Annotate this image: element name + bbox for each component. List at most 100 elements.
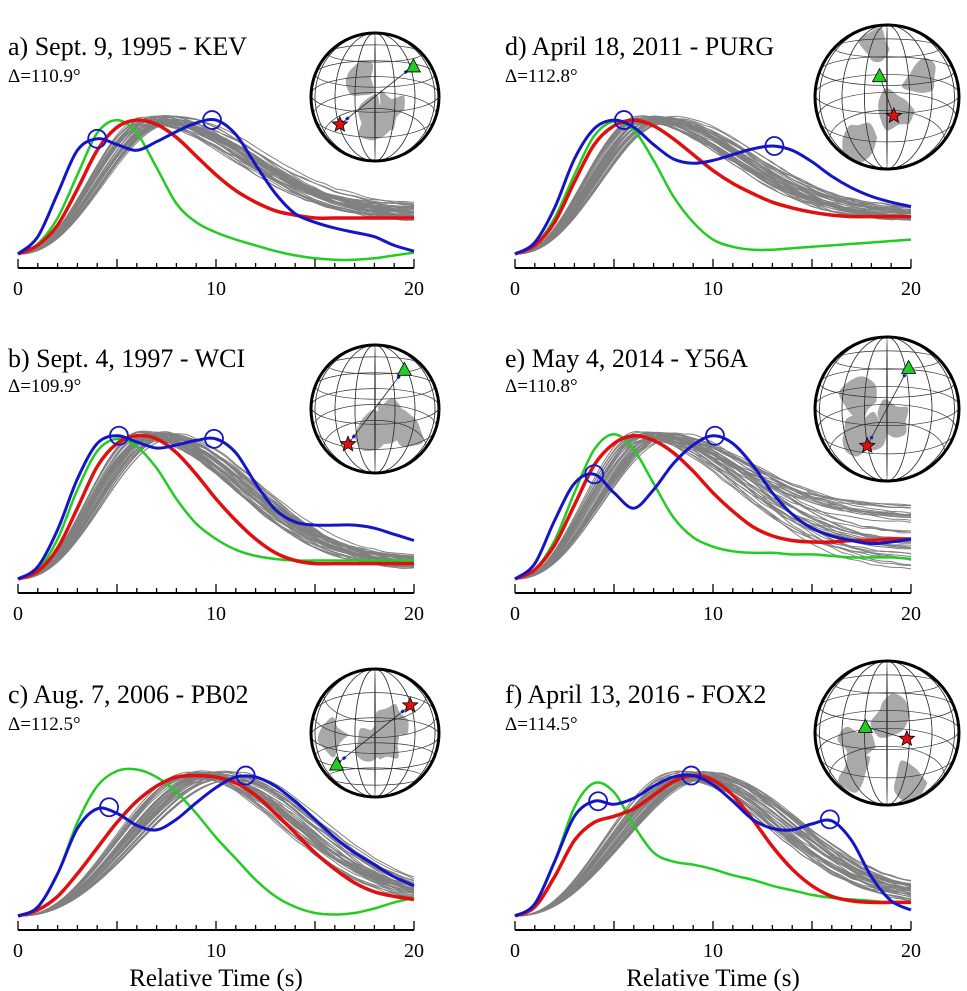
gray-ensemble	[514, 770, 912, 917]
gray-trace	[514, 116, 912, 255]
red-trace	[514, 773, 911, 918]
panel-a: a) Sept. 9, 1995 - KEV Δ=110.9° 0 10 20	[8, 31, 441, 300]
longitude-line	[354, 669, 396, 797]
x-tick-label: 10	[206, 278, 226, 300]
globe-outline	[813, 659, 961, 807]
globe-surface	[815, 337, 959, 481]
gray-trace	[514, 432, 912, 580]
green-trace	[17, 437, 414, 581]
event-star-icon	[885, 106, 903, 124]
red-trace	[514, 118, 911, 256]
land-mass	[877, 399, 909, 438]
land-mass	[838, 755, 871, 793]
blue-trace	[17, 117, 415, 256]
blue-trace	[17, 434, 415, 581]
panel-distance: Δ=110.8°	[505, 376, 578, 397]
panel-distance: Δ=112.5°	[8, 714, 81, 735]
gray-trace	[514, 436, 912, 580]
panel-distance: Δ=112.8°	[505, 66, 578, 87]
event-star-icon	[331, 115, 349, 132]
longitude-line	[314, 33, 436, 161]
gray-trace	[514, 119, 911, 255]
x-axis-label: Relative Time (s)	[129, 965, 303, 991]
peak-marker	[235, 765, 256, 786]
panel-b: b) Sept. 4, 1997 - WCI Δ=109.9° 0 10 20	[8, 343, 441, 625]
land-mass	[317, 717, 349, 758]
x-tick-label: 10	[206, 603, 226, 625]
x-tick-label: 20	[404, 603, 424, 625]
gray-trace	[514, 778, 912, 917]
gray-trace	[514, 438, 911, 580]
land-mass	[842, 122, 878, 164]
longitude-line	[841, 25, 933, 169]
panel-title: f) April 13, 2016 - FOX2	[505, 680, 766, 709]
location-globe	[309, 343, 441, 475]
location-globe	[309, 31, 441, 163]
x-axis-label: Relative Time (s)	[626, 965, 800, 991]
peak-marker	[109, 425, 129, 446]
gray-trace	[17, 123, 415, 255]
panel-f: f) April 13, 2016 - FOX2 Δ=114.5° 0 10 20 Rel…	[505, 659, 961, 991]
gray-trace	[17, 771, 415, 917]
gray-trace	[514, 770, 912, 917]
station-triangle-icon	[328, 756, 345, 771]
longitude-line	[354, 345, 396, 473]
gray-trace	[514, 777, 912, 917]
station-triangle-icon	[900, 359, 917, 374]
great-circle-path	[339, 65, 414, 125]
gray-trace	[514, 778, 912, 917]
longitude-line	[314, 345, 436, 473]
longitude-line	[334, 345, 416, 473]
gray-trace	[514, 434, 912, 580]
gray-trace	[514, 438, 912, 580]
x-tick-label: 0	[13, 603, 23, 625]
great-circle-path	[866, 367, 909, 447]
gray-trace	[514, 115, 912, 255]
x-tick-label: 10	[703, 603, 723, 625]
land-mass	[902, 57, 936, 93]
x-tick-label: 10	[206, 940, 226, 962]
event-star-icon	[339, 435, 357, 452]
gray-ensemble	[17, 115, 415, 255]
x-tick-label: 20	[901, 278, 921, 300]
gray-trace	[17, 120, 415, 255]
gray-trace	[17, 771, 415, 917]
globe-surface	[311, 33, 439, 161]
gray-trace	[514, 431, 912, 580]
gray-trace	[514, 433, 912, 580]
gray-trace	[514, 778, 912, 917]
event-star-icon	[898, 729, 916, 747]
great-circle-path	[879, 75, 895, 116]
x-tick-label: 20	[901, 603, 921, 625]
gray-trace	[17, 437, 415, 580]
gray-trace	[514, 431, 912, 580]
gray-trace	[514, 435, 912, 580]
location-globe	[309, 667, 441, 799]
gray-trace	[17, 116, 415, 255]
red-trace	[17, 773, 415, 918]
gray-trace	[17, 777, 415, 917]
gray-trace	[514, 778, 912, 917]
peak-marker	[584, 464, 605, 485]
land-mass	[837, 726, 876, 771]
gray-trace	[17, 437, 415, 580]
gray-trace	[17, 123, 415, 255]
gray-trace	[514, 778, 912, 917]
peak-marker	[202, 110, 222, 130]
land-mass	[358, 94, 390, 137]
panel-title: c) Aug. 7, 2006 - PB02	[8, 680, 249, 709]
gray-trace	[514, 779, 912, 917]
land-mass	[393, 408, 424, 448]
gray-trace	[514, 776, 912, 917]
red-trace	[17, 118, 414, 256]
panel-title: a) Sept. 9, 1995 - KEV	[8, 32, 247, 61]
gray-trace	[17, 436, 415, 580]
blue-trace	[17, 774, 415, 918]
x-tick-label: 0	[13, 940, 23, 962]
gray-trace	[514, 777, 912, 917]
gray-trace	[514, 770, 912, 917]
peak-marker	[588, 791, 609, 812]
green-trace	[17, 118, 415, 262]
globe-surface	[815, 25, 959, 169]
